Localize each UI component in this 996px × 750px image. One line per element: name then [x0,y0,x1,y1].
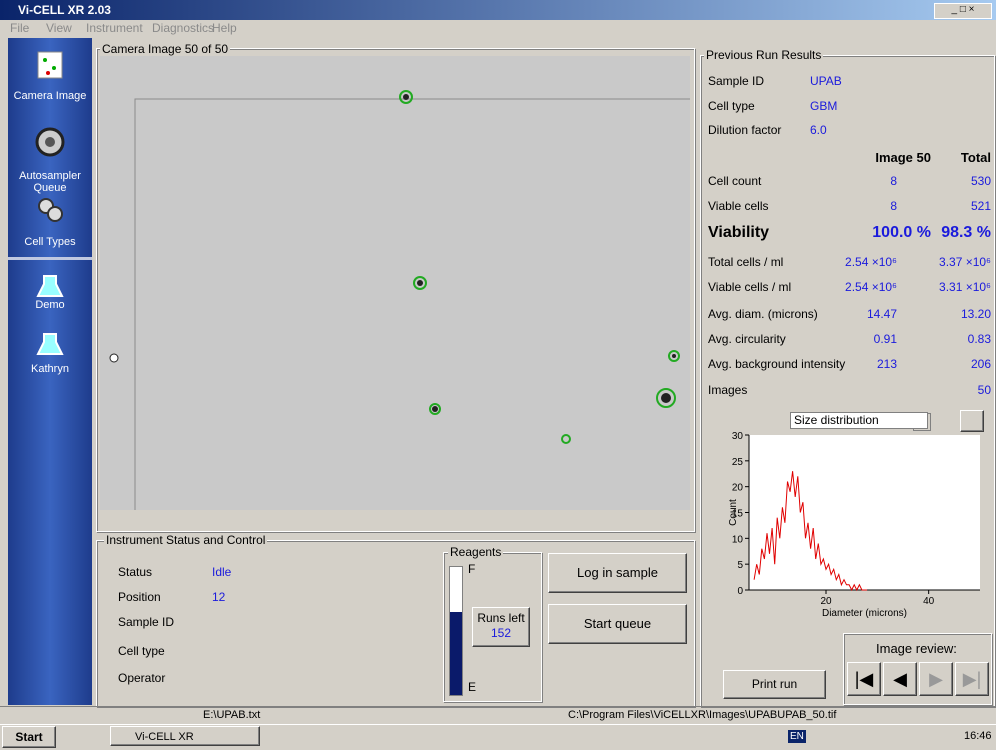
menu-item[interactable]: Help [212,21,237,35]
metric-total: 0.83 [968,332,991,346]
runs-left-label: Runs left [473,611,529,626]
metric-total: 50 [978,383,991,397]
results-title: Previous Run Results [704,48,823,62]
info-value: UPAB [810,74,842,88]
metric-image: 8 [890,199,897,213]
column-header: Total [961,150,991,165]
menu-item[interactable]: Instrument [86,21,143,35]
log-in-sample-button[interactable]: Log in sample [548,553,687,593]
metric-image: 0.91 [874,332,897,346]
metric-total: 3.37 ×10⁶ [939,255,991,269]
metric-label: Avg. diam. (microns) [708,307,818,321]
reagent-level [450,612,462,695]
start-button[interactable]: Start [2,726,56,748]
status-label: Position [118,590,161,604]
metric-image: 14.47 [867,307,897,321]
status-value: 12 [212,590,225,604]
camera-image [100,56,690,510]
metric-total: 530 [971,174,991,188]
metric-label: Viability [708,224,769,242]
metric-total: 13.20 [961,307,991,321]
metric-image: 2.54 ×10⁶ [845,255,897,269]
status-label: Sample ID [118,615,174,629]
metric-image: 8 [890,174,897,188]
language-indicator: EN [788,730,806,743]
reagent-empty-label: E [468,680,476,694]
last-image[interactable]: ▶| [955,662,989,696]
status-title: Instrument Status and Control [104,533,267,547]
camera-title: Camera Image 50 of 50 [100,42,230,56]
status-label: Cell type [118,644,165,658]
sidebar-item[interactable]: Autosampler Queue [8,170,92,194]
menu-item[interactable]: File [10,21,29,35]
metric-label: Total cells / ml [708,255,783,269]
y-tick-label: 25 [732,457,744,468]
status-image-path: C:\Program Files\ViCELLXR\Images\UPABUPA… [568,709,836,721]
next-image[interactable]: ▶ [919,662,953,696]
y-axis-label: Count [728,499,739,526]
info-value: 6.0 [810,123,827,137]
menu-item[interactable]: Diagnostics [152,21,214,35]
info-label: Cell type [708,99,755,113]
title-bar [0,0,996,20]
metric-total: 206 [971,357,991,371]
info-label: Sample ID [708,74,764,88]
status-label: Status [118,565,152,579]
app-window: _ □ × ▼ |◀ ◀ ▶ ▶| 0510152025302040Diamet… [0,0,996,749]
column-header: Image 50 [875,150,931,165]
y-tick-label: 30 [732,431,744,442]
x-tick-label: 20 [820,596,832,607]
status-bar [0,706,996,724]
metric-image: 100.0 % [872,224,931,242]
y-tick-label: 10 [732,534,744,545]
metric-label: Viable cells / ml [708,280,791,294]
metric-total: 98.3 % [941,224,991,242]
metric-label: Images [708,383,747,397]
status-file: E:\UPAB.txt [203,709,260,721]
y-tick-label: 0 [737,586,743,597]
sidebar-item[interactable]: Cell Types [8,236,92,248]
reagent-full-label: F [468,562,475,576]
image-review-label: Image review: [876,641,957,656]
status-value: Idle [212,565,231,579]
reagents-title: Reagents [448,545,503,559]
plot-selector[interactable]: Size distribution [790,412,928,429]
window-title: Vi-CELL XR 2.03 [18,3,111,17]
metric-image: 2.54 ×10⁶ [845,280,897,294]
info-value: GBM [810,99,837,113]
metric-label: Cell count [708,174,761,188]
task-button[interactable]: Vi-CELL XR [110,726,260,746]
window-buttons[interactable]: _ □ × [934,3,992,19]
start-queue-button[interactable]: Start queue [548,604,687,644]
y-tick-label: 5 [737,560,743,571]
first-image[interactable]: |◀ [847,662,881,696]
metric-total: 521 [971,199,991,213]
print-run-button[interactable]: Print run [723,670,826,699]
sidebar-icons [8,38,92,378]
metric-label: Viable cells [708,199,768,213]
metric-label: Avg. background intensity [708,357,845,371]
previous-image[interactable]: ◀ [883,662,917,696]
menu-item[interactable]: View [46,21,72,35]
sidebar-item[interactable]: Kathryn [8,363,92,375]
clock: 16:46 [964,730,992,742]
status-label: Operator [118,671,165,685]
sidebar-item[interactable]: Camera Image [8,90,92,102]
runs-left-value: 152 [473,626,529,641]
metric-total: 3.31 ×10⁶ [939,280,991,294]
sidebar-item[interactable]: Demo [8,299,92,311]
x-axis-label: Diameter (microns) [822,608,907,618]
y-tick-label: 20 [732,483,744,494]
metric-label: Avg. circularity [708,332,786,346]
info-label: Dilution factor [708,123,781,137]
metric-image: 213 [877,357,897,371]
x-tick-label: 40 [923,596,935,607]
